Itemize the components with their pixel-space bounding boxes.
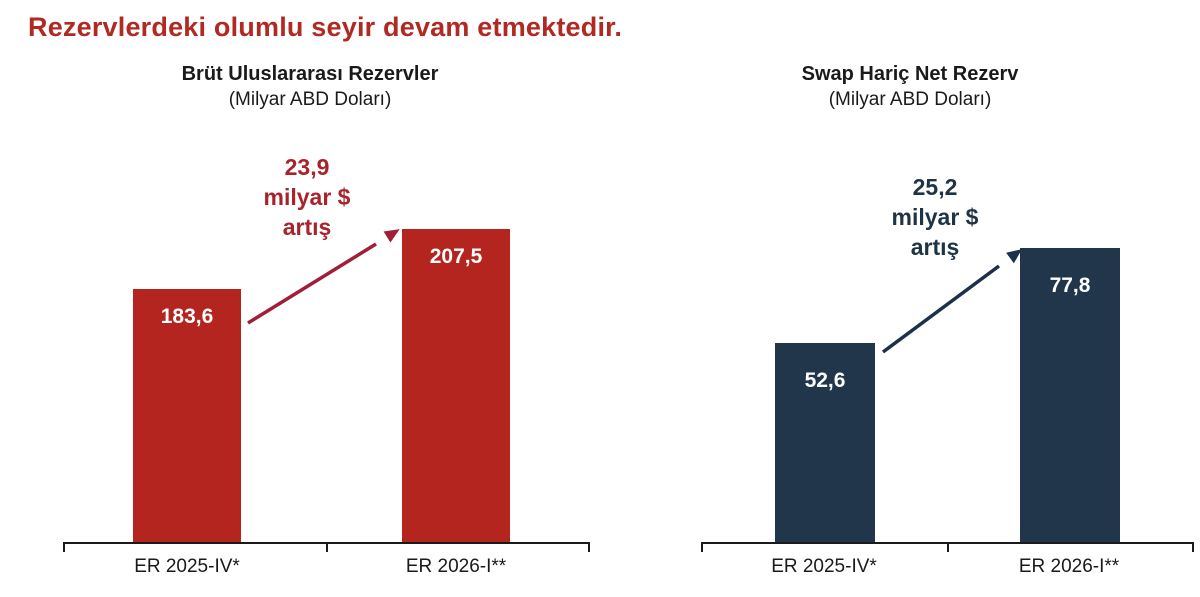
x-axis-labels: ER 2025-IV* ER 2026-I** — [63, 556, 590, 586]
axis-tick — [588, 544, 590, 552]
bar-value-label: 77,8 — [1049, 274, 1091, 297]
axis-tick — [63, 544, 65, 552]
annotation-line: artış — [282, 214, 332, 240]
bar: 207,5 — [402, 229, 510, 542]
bar-value-label: 207,5 — [429, 245, 483, 268]
chart-subtitle: (Milyar ABD Doları) — [228, 89, 392, 110]
chart-subtitle: (Milyar ABD Doları) — [828, 89, 992, 110]
x-axis-labels: ER 2025-IV* ER 2026-I** — [701, 556, 1194, 586]
increase-arrow-icon — [881, 249, 1023, 354]
x-tick-label: ER 2026-I** — [1018, 556, 1120, 577]
net-reserves-chart: Swap Hariç Net Rezerv (Milyar ABD Doları… — [620, 0, 1200, 597]
plot-area: 52,6 77,8 — [701, 190, 1194, 542]
x-tick-label: ER 2025-IV* — [771, 556, 877, 577]
bar: 77,8 — [1020, 248, 1120, 542]
increase-annotation: 23,9 milyar $ artış — [264, 152, 351, 242]
bar-value-label: 183,6 — [160, 305, 214, 328]
axis-tick — [1192, 544, 1194, 552]
annotation-line: milyar $ — [263, 184, 351, 210]
bar-value-label: 52,6 — [804, 369, 846, 392]
plot-area: 183,6 207,5 — [63, 190, 590, 542]
increase-annotation: 25,2 milyar $ artış — [892, 172, 979, 262]
annotation-line: milyar $ — [891, 204, 979, 230]
annotation-line: 23,9 — [284, 154, 330, 180]
bar: 183,6 — [133, 289, 241, 542]
axis-tick — [325, 544, 328, 552]
x-axis — [63, 542, 590, 553]
bar: 52,6 — [775, 343, 875, 542]
increase-arrow-icon — [247, 229, 400, 325]
annotation-line: 25,2 — [912, 174, 958, 200]
chart-title: Brüt Uluslararası Rezervler — [181, 63, 439, 85]
chart-title: Swap Hariç Net Rezerv — [801, 63, 1019, 85]
annotation-line: artış — [910, 234, 960, 260]
x-axis — [701, 542, 1194, 553]
axis-tick — [701, 544, 703, 552]
axis-tick — [946, 544, 949, 552]
gross-reserves-chart: Brüt Uluslararası Rezervler (Milyar ABD … — [63, 63, 590, 586]
x-tick-label: ER 2025-IV* — [134, 556, 240, 577]
x-tick-label: ER 2026-I** — [405, 556, 507, 577]
page-title: Rezervlerdeki olumlu seyir devam etmekte… — [28, 12, 623, 42]
